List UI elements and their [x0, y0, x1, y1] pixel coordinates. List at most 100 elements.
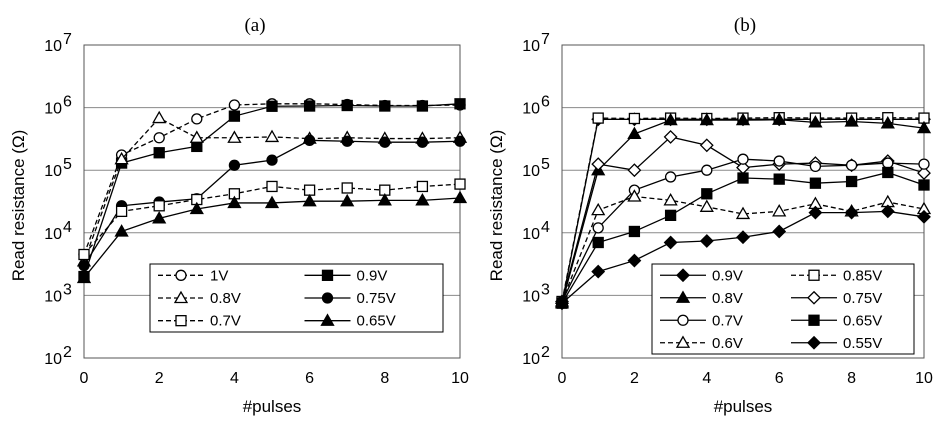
xtick-label-b-0: 0	[558, 370, 567, 387]
data-point-b-0-6v-3	[663, 193, 678, 206]
ytick-label-a-0: 10 2	[44, 344, 72, 368]
legend-marker-a-0-9v	[321, 269, 334, 281]
data-point-b-0-6v-2	[627, 189, 642, 202]
xtick-label-a-10: 10	[451, 370, 469, 387]
data-point-b-0-55v-9	[880, 204, 895, 219]
data-point-b-0-55v-10	[917, 209, 931, 224]
data-point-a-0-8v-5	[264, 129, 280, 143]
data-point-b-0-75v-4	[699, 138, 714, 153]
data-point-a-0-75v-6	[303, 134, 316, 146]
data-point-a-0-9v-2	[153, 147, 165, 159]
series-line-a-1v	[83, 103, 461, 255]
chart-panel-b: 10 210 310 410 510 610 70 2 4 6 8 10(b)#pulsesRead …	[487, 15, 933, 416]
data-point-a-0-7v-2	[153, 200, 165, 212]
ytick-base-a-3: 10	[44, 163, 62, 180]
legend-marker-a-1v	[175, 269, 187, 281]
legend-entry-a-0-65v: 0.65V	[304, 313, 396, 330]
series-line-a-0-7v	[83, 183, 461, 255]
legend-label-b-0-9v: 0.9V	[712, 267, 743, 284]
data-point-b-0-7v-1	[592, 222, 604, 234]
data-point-b-0-6v-4	[699, 199, 714, 212]
data-point-b-0-8v-3	[663, 112, 678, 126]
legend-b: 0.9V 0.85V 0.8V 0.75V 0.7V 0.65V 0.6V 0.55V	[651, 263, 915, 355]
data-point-b-0-65v-6	[773, 173, 785, 185]
x-axis-label-a: #pulses	[243, 397, 302, 416]
data-point-a-0-9v-10	[454, 98, 466, 110]
data-point-b-0-55v-4	[699, 234, 714, 248]
ytick-exp-a-1: 3	[63, 281, 72, 298]
ytick-base-b-4: 10	[522, 101, 540, 118]
data-point-b-0-65v-9	[882, 166, 894, 179]
ytick-base-b-0: 10	[522, 351, 540, 368]
data-point-a-0-75v-0	[78, 259, 90, 272]
xtick-label-b-4: 4	[702, 370, 711, 387]
data-point-b-0-75v-10	[917, 166, 931, 180]
data-point-a-0-7v-9	[416, 180, 429, 193]
chart-panel-a: 10 210 310 410 510 610 70 2 4 6 8 10(a)#pulsesRead …	[9, 15, 469, 416]
legend-label-b-0-65v: 0.65V	[843, 312, 882, 329]
ytick-base-a-5: 10	[44, 38, 62, 55]
ytick-exp-b-4: 6	[541, 94, 550, 111]
data-point-a-0-65v-2	[152, 211, 167, 224]
xtick-label-b-10: 10	[915, 370, 933, 387]
data-point-b-0-8v-7	[808, 115, 823, 128]
data-point-b-0-7v-8	[845, 159, 858, 171]
legend-label-b-0-6v: 0.6V	[712, 335, 743, 352]
data-point-b-0-8v-5	[735, 112, 751, 126]
series-line-b-0-6v	[561, 195, 925, 302]
data-point-a-0-9v-4	[228, 110, 241, 122]
legend-label-b-0-85v: 0.85V	[843, 267, 882, 284]
data-point-b-0-8v-8	[844, 114, 859, 127]
data-point-b-0-8v-2	[627, 126, 642, 140]
data-point-a-0-65v-7	[340, 193, 355, 207]
legend-entry-b-0-65v: 0.65V	[791, 312, 882, 329]
ytick-exp-a-0: 2	[63, 344, 72, 361]
legend-entry-a-0-9v: 0.9V	[304, 267, 387, 284]
data-point-a-0-75v-8	[379, 136, 391, 148]
legend-marker-b-0-65v	[808, 314, 820, 326]
data-point-a-0-7v-1	[115, 205, 128, 218]
series-a-0-65v	[76, 190, 468, 284]
data-point-b-0-8v-4	[699, 112, 714, 126]
legend-label-a-0-65v: 0.65V	[357, 313, 396, 330]
data-point-a-0-9v-8	[379, 100, 391, 112]
legend-label-a-0-8v: 0.8V	[210, 290, 241, 307]
data-point-a-0-9v-9	[416, 100, 429, 112]
data-point-b-0-8v-6	[772, 112, 787, 125]
ytick-exp-a-3: 5	[63, 156, 72, 173]
chart-title-b: (b)	[734, 15, 756, 36]
series-b-0-55v	[555, 204, 931, 311]
ytick-exp-b-1: 3	[541, 281, 550, 298]
ytick-exp-b-0: 2	[541, 344, 550, 361]
ytick-base-a-4: 10	[44, 101, 62, 118]
ytick-base-b-5: 10	[522, 38, 540, 55]
legend-entry-b-0-8v: 0.8V	[660, 290, 743, 307]
ytick-exp-b-5: 7	[541, 31, 550, 48]
xtick-label-b-6: 6	[775, 370, 784, 387]
data-point-b-0-65v-1	[592, 236, 604, 249]
ytick-base-a-2: 10	[44, 226, 62, 243]
data-point-a-0-9v-3	[191, 140, 203, 153]
legend-entry-b-0-85v: 0.85V	[791, 267, 882, 284]
legend-marker-a-0-65v	[320, 313, 335, 326]
legend-marker-b-0-7v	[677, 314, 689, 326]
series-a-0-7v	[78, 178, 466, 261]
data-point-b-0-55v-5	[736, 230, 750, 245]
data-point-b-0-7v-5	[737, 153, 749, 165]
data-point-b-0-65v-2	[628, 225, 641, 238]
data-point-a-0-8v-2	[152, 110, 167, 124]
legend-entry-a-1v: 1V	[158, 267, 228, 284]
legend-entry-b-0-55v: 0.55V	[791, 335, 882, 352]
data-point-b-0-65v-5	[737, 172, 749, 184]
legend-entry-b-0-7v: 0.7V	[660, 312, 743, 329]
legend-label-b-0-55v: 0.55V	[843, 335, 882, 352]
data-point-b-0-55v-2	[627, 253, 642, 268]
data-point-a-0-7v-7	[341, 182, 353, 194]
xtick-label-a-8: 8	[380, 370, 389, 387]
ytick-exp-b-2: 4	[541, 219, 550, 236]
ytick-exp-a-4: 6	[63, 94, 72, 111]
data-point-b-0-65v-7	[809, 177, 822, 189]
legend-marker-b-0-9v	[676, 268, 690, 283]
data-point-b-0-7v-7	[809, 160, 822, 173]
legend-entry-b-0-6v: 0.6V	[660, 335, 743, 352]
